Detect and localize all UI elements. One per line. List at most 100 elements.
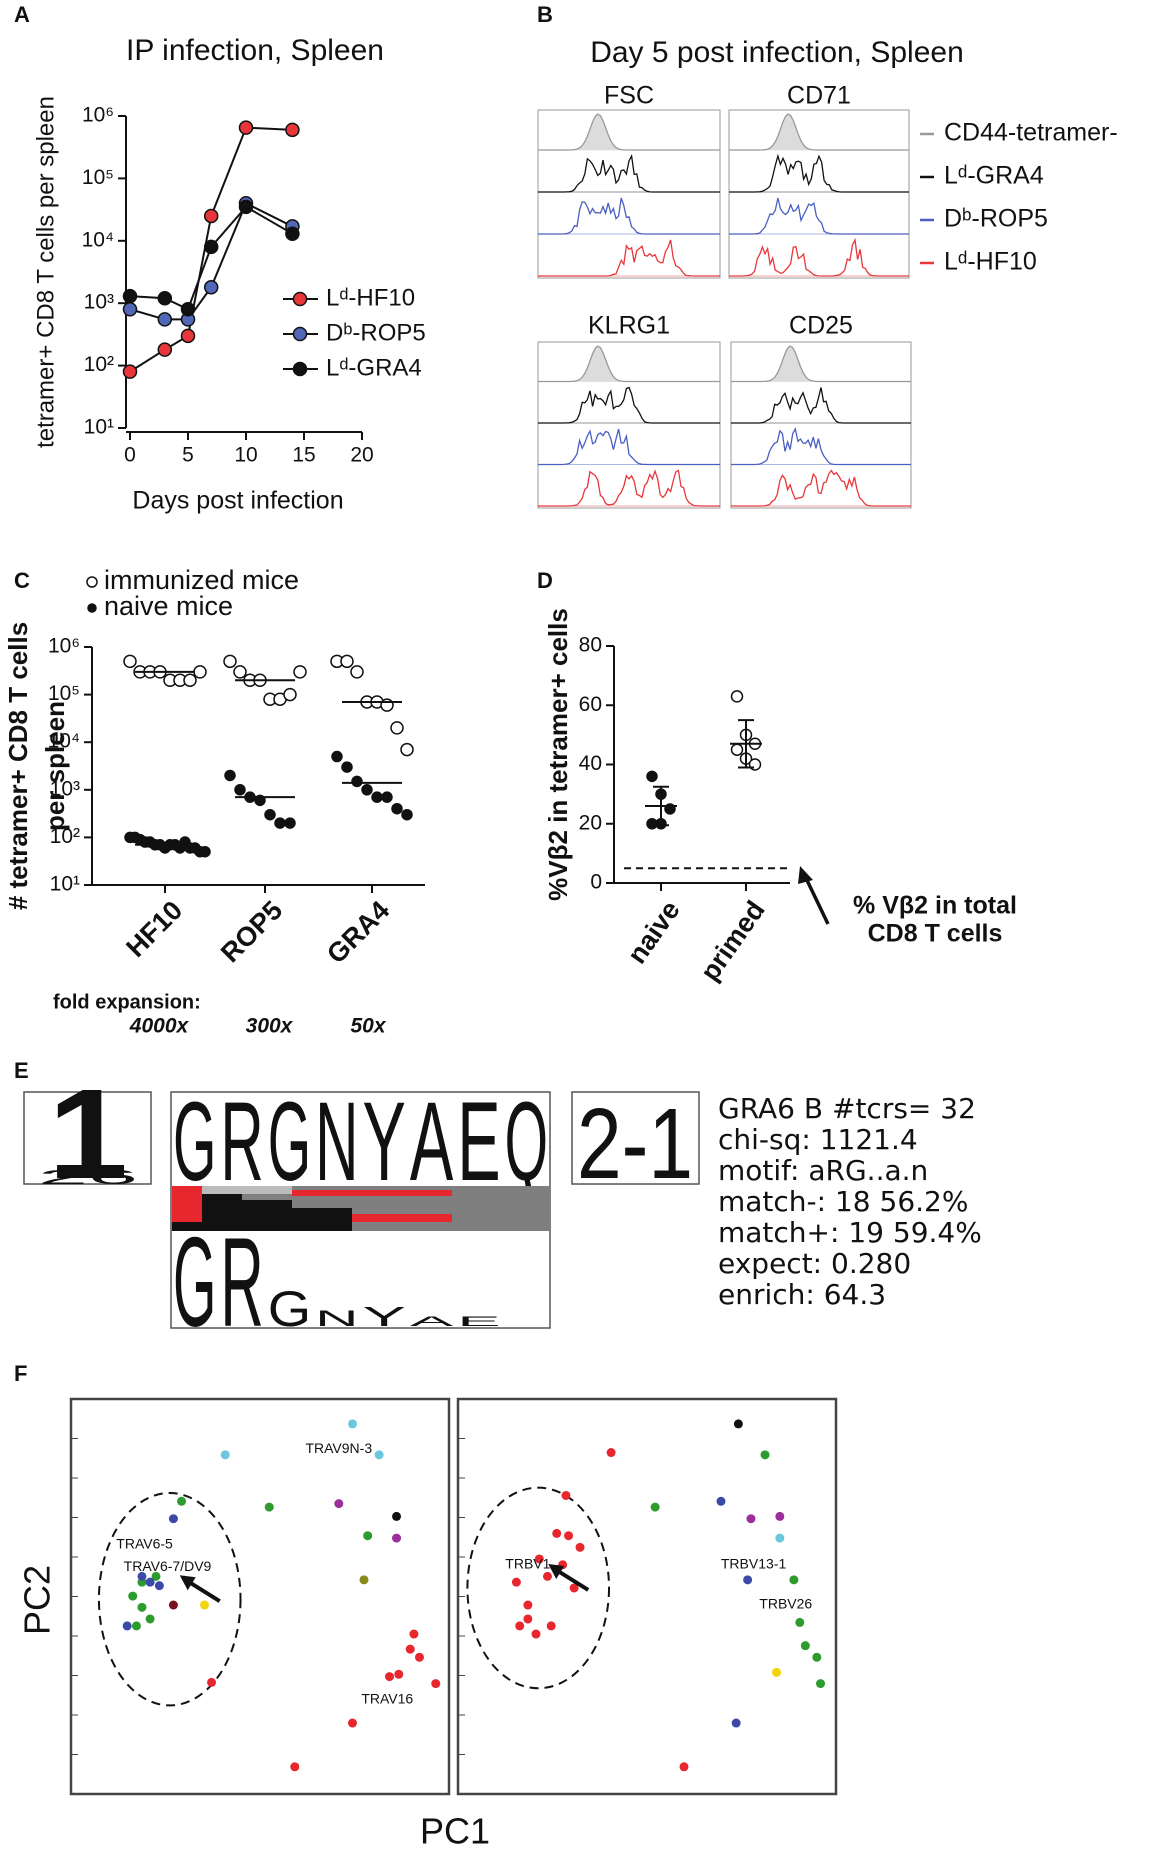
point-label: TRAV6-7/DV9 [124,1558,212,1574]
error-bar [653,785,669,827]
data-point [290,1762,300,1772]
data-point [775,1511,785,1521]
annotation: 300x [246,1015,294,1038]
panel-label: E [14,1058,29,1083]
legend-label: Dᵇ-ROP5 [944,205,1048,233]
data-point [392,1533,402,1543]
data-point [542,1571,552,1581]
logo-letter: A [410,1314,457,1329]
arrow-head [798,866,813,884]
data-point [223,654,237,669]
data-point [180,301,196,317]
data-point [511,1577,521,1587]
annotation-arrow [555,1568,590,1592]
x-tick-label: 10 [234,444,257,467]
annotation: 4000x [129,1015,190,1038]
panel-label: A [14,2,30,27]
legend-label: Lᵈ-GRA4 [326,354,422,381]
y-tick-label: 10⁴ [82,228,114,251]
data-point [359,1575,369,1585]
data-point [122,364,138,379]
y-axis-label: tetramer+ CD8 T cells per spleen [32,96,59,448]
y-tick-label: 40 [579,752,602,775]
data-point [816,1679,826,1689]
data-point [534,1554,544,1564]
data-point [348,1718,357,1728]
data-point [646,770,658,783]
bar-segment [292,1208,352,1231]
histogram-curve [731,469,911,507]
panel-label: D [537,568,553,593]
data-point [350,665,364,679]
data-point [531,1629,541,1639]
x-tick-label: 0 [124,444,136,467]
logo-letter: E [457,1314,500,1329]
data-point [157,312,173,327]
data-point [285,122,300,138]
x-tick-label: HF10 [120,895,188,963]
legend-label: naive mice [104,591,233,621]
data-point [183,673,197,688]
cluster-outline [466,1486,611,1690]
data-point [168,1514,178,1524]
y-tick-label: 10⁵ [82,166,114,189]
arrow-head [179,1575,196,1591]
y-tick-label: 10² [84,353,114,376]
cluster-outline [97,1492,242,1707]
histogram-curve [538,153,720,193]
data-point [264,808,276,821]
logo-box [571,1091,700,1185]
chart-title: Day 5 post infection, Spleen [590,36,964,69]
annotation: 50x [350,1015,386,1038]
data-point [238,199,254,215]
logo-letter: E [457,1079,500,1204]
data-point [730,690,744,703]
histogram-curve [538,113,720,151]
histogram-curve [538,469,720,507]
data-point [390,721,404,735]
panel-label: F [14,1361,27,1386]
data-point [129,831,141,844]
data-point [193,665,207,679]
y-axis-label: # tetramer+ CD8 T cells [3,622,33,910]
y-tick-label: 10¹ [84,416,114,439]
stat-line: match+: 19 59.4% [718,1216,982,1249]
data-point [128,1591,138,1601]
logo-segment: 1 [48,1063,128,1206]
data-point [361,784,373,796]
histogram-curve [731,427,911,466]
data-point [203,208,219,224]
histogram-frame [537,341,721,509]
point-label: TRAV9N-3 [305,1440,372,1456]
data-point [523,1614,533,1624]
legend-label: Lᵈ-GRA4 [944,162,1044,190]
y-tick-label: 60 [579,693,602,716]
data-point [157,291,173,306]
data-point [264,1502,274,1512]
data-point [283,687,297,702]
data-point [233,665,247,679]
data-point [515,1621,525,1631]
bar-segment [172,1222,292,1231]
data-point [154,1581,164,1591]
data-point [561,1490,571,1500]
annotation: % Vβ2 in total [853,892,1017,920]
data-point [795,1617,805,1627]
data-point [145,1577,155,1587]
data-point [400,742,414,757]
y-tick-label: 10⁵ [48,682,80,705]
logo-letter: N [315,1306,358,1331]
legend-marker [292,361,308,377]
logo-letter: Y [363,1301,406,1332]
histogram-curve [729,153,909,193]
data-point [238,120,254,135]
x-tick-label: primed [695,895,771,986]
data-point [203,280,219,295]
histogram-curve [729,113,909,151]
data-point [391,802,403,815]
histogram-frame [730,341,912,509]
data-point [380,698,394,712]
legend-label: Dᵇ-ROP5 [326,319,426,346]
x-axis-label: Days post infection [132,487,343,515]
data-point [569,1583,579,1593]
